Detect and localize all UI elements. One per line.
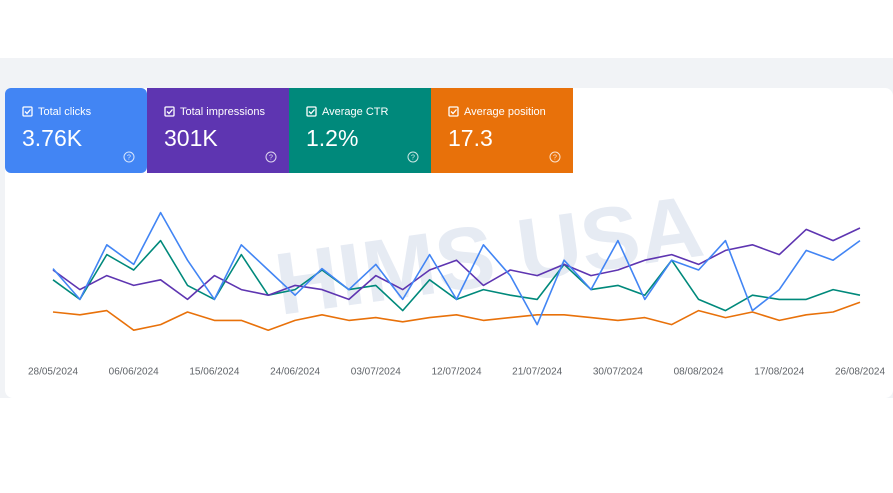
x-tick-label: 03/07/2024	[351, 367, 401, 378]
checkbox[interactable]	[22, 106, 33, 117]
card-bg	[147, 88, 289, 173]
check	[166, 109, 173, 115]
x-tick-label: 21/07/2024	[512, 367, 562, 378]
x-tick-label: 26/08/2024	[835, 367, 885, 378]
metric-card[interactable]: Average CTR 1.2%?	[289, 88, 431, 173]
metric-card[interactable]: Average position 17.3?	[431, 88, 573, 173]
help-icon[interactable]	[407, 151, 419, 163]
help-mark: ?	[411, 154, 415, 161]
checkbox[interactable]	[448, 106, 459, 117]
card-value: 17.3	[448, 125, 493, 151]
x-tick-label: 24/06/2024	[270, 367, 320, 378]
metric-card[interactable]: Total clicks 3.76K?	[5, 88, 147, 173]
card-label: Total impressions	[180, 106, 265, 118]
help-mark: ?	[269, 154, 273, 161]
help-icon[interactable]	[265, 151, 277, 163]
x-tick-label: 28/05/2024	[28, 367, 78, 378]
check	[308, 109, 315, 115]
check	[450, 109, 457, 115]
checkbox[interactable]	[164, 106, 175, 117]
card-bg	[5, 88, 147, 173]
help-icon[interactable]	[549, 151, 561, 163]
checkbox[interactable]	[306, 106, 317, 117]
card-label: Average CTR	[322, 106, 388, 118]
metric-card[interactable]: Total impressions 301K?	[147, 88, 289, 173]
card-value: 301K	[164, 125, 218, 151]
help-icon[interactable]	[123, 151, 135, 163]
card-bg	[431, 88, 573, 173]
check	[24, 109, 31, 115]
card-label: Total clicks	[38, 106, 92, 118]
series-line	[52, 301, 861, 331]
card-value: 1.2%	[306, 125, 358, 151]
card-label: Average position	[464, 106, 546, 118]
x-tick-label: 17/08/2024	[754, 367, 804, 378]
help-mark: ?	[127, 154, 131, 161]
x-tick-label: 12/07/2024	[431, 367, 481, 378]
card-bg	[289, 88, 431, 173]
x-tick-label: 06/06/2024	[109, 367, 159, 378]
x-tick-label: 08/08/2024	[674, 367, 724, 378]
help-mark: ?	[553, 154, 557, 161]
card-value: 3.76K	[22, 125, 83, 151]
x-tick-label: 15/06/2024	[189, 367, 239, 378]
x-tick-label: 30/07/2024	[593, 367, 643, 378]
series-line	[52, 211, 861, 326]
series-line	[52, 227, 861, 301]
